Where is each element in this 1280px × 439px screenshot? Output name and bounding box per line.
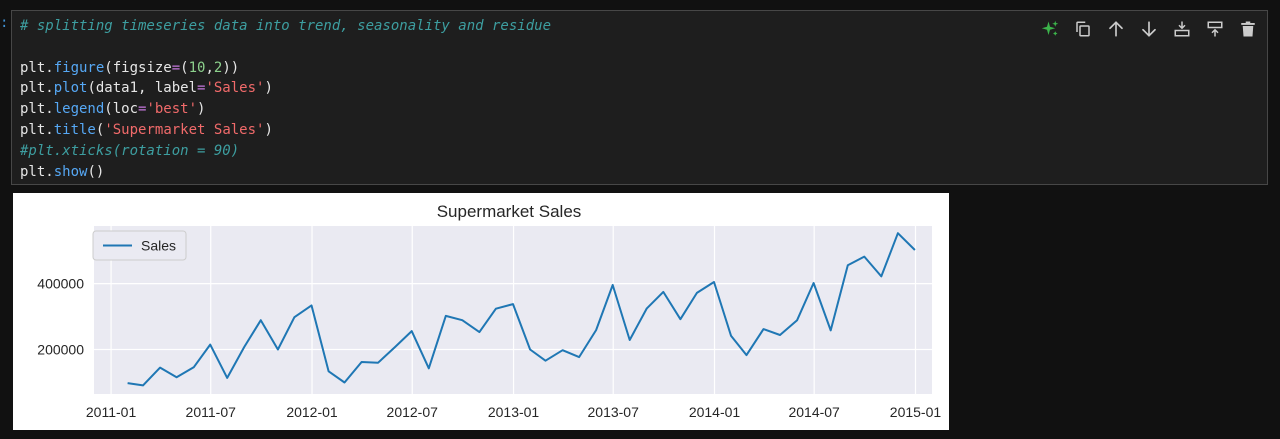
sparkle-icon <box>1041 20 1058 36</box>
x-tick-label: 2012-07 <box>387 404 439 420</box>
code-token: , <box>205 59 214 76</box>
code-token: plot <box>53 80 88 97</box>
code-token: = <box>197 80 206 97</box>
x-tick-label: 2011-07 <box>186 404 237 420</box>
code-editor[interactable]: # splitting timeseries data into trend, … <box>20 16 551 182</box>
code-token: (data1, label <box>87 80 198 97</box>
code-token: 2 <box>213 59 223 76</box>
arrow-down-icon <box>1141 20 1156 37</box>
code-token: )) <box>222 59 240 76</box>
cell-toolbar <box>1038 17 1259 40</box>
code-token: = <box>171 59 181 76</box>
code-token: legend <box>53 101 105 118</box>
chart-title: Supermarket Sales <box>437 202 582 221</box>
legend-label-sales: Sales <box>141 238 176 254</box>
code-line: #plt.xticks(rotation = 90) <box>20 141 551 162</box>
delete-cell-button[interactable] <box>1236 17 1259 40</box>
x-tick-label: 2015-01 <box>890 404 942 420</box>
code-token: plt. <box>20 80 54 97</box>
x-tick-label: 2013-07 <box>588 404 640 420</box>
y-tick-label: 400000 <box>37 276 84 292</box>
move-down-button[interactable] <box>1137 17 1160 40</box>
code-token: 'Supermarket Sales' <box>104 121 265 138</box>
code-line: # splitting timeseries data into trend, … <box>20 16 551 37</box>
x-tick-label: 2013-01 <box>488 404 540 420</box>
code-token: ) <box>197 101 206 118</box>
insert-above-button[interactable] <box>1170 17 1193 40</box>
x-tick-label: 2014-07 <box>788 404 840 420</box>
code-token: plt. <box>20 101 54 118</box>
move-up-button[interactable] <box>1104 17 1127 40</box>
code-token: = <box>138 101 147 118</box>
code-token: plt. <box>20 163 54 180</box>
copy-icon <box>1075 21 1090 36</box>
code-token: ( <box>95 121 105 138</box>
sales-chart: 2011-01 2011-07 2012-01 2012-07 2013-01 2013-… <box>13 193 949 430</box>
code-token: # splitting timeseries data into trend, … <box>20 18 552 34</box>
legend-box <box>92 230 187 261</box>
x-tick-label: 2012-01 <box>286 404 338 420</box>
code-token: 'best' <box>146 101 198 118</box>
generate-button[interactable] <box>1038 17 1061 40</box>
cell-prompt: : <box>0 15 9 31</box>
trash-icon <box>1240 21 1255 36</box>
insert-above-icon <box>1174 21 1189 36</box>
code-cell[interactable]: # splitting timeseries data into trend, … <box>11 10 1268 185</box>
code-token: #plt.xticks(rotation = 90) <box>20 142 240 159</box>
code-token: 'Sales' <box>205 80 265 97</box>
code-line: plt.figure(figsize=(10,2)) <box>20 58 551 79</box>
insert-below-button[interactable] <box>1203 17 1226 40</box>
code-token: figure <box>53 59 105 76</box>
code-token: (loc <box>104 101 139 118</box>
code-token: plt. <box>20 59 54 76</box>
x-tick-label: 2011-01 <box>86 404 137 420</box>
series-line-sales <box>127 232 916 387</box>
code-token: plt. <box>20 121 54 138</box>
code-line: plt.show() <box>20 162 551 183</box>
code-token: ( <box>180 59 189 76</box>
cell-output: 2011-01 2011-07 2012-01 2012-07 2013-01 2013-… <box>13 193 949 430</box>
code-token: (figsize <box>104 59 172 76</box>
code-line: plt.legend(loc='best') <box>20 99 551 120</box>
code-line: plt.plot(data1, label='Sales') <box>20 78 551 99</box>
duplicate-cell-button[interactable] <box>1071 17 1094 40</box>
code-token: 10 <box>188 59 206 76</box>
y-tick-label: 200000 <box>37 342 84 358</box>
code-line: plt.title('Supermarket Sales') <box>20 120 551 141</box>
code-line <box>20 37 551 58</box>
insert-below-icon <box>1207 21 1222 36</box>
code-token: () <box>87 163 105 180</box>
x-tick-label: 2014-01 <box>689 404 741 420</box>
code-token: title <box>53 121 96 138</box>
code-token: ) <box>264 121 273 138</box>
arrow-up-icon <box>1108 20 1123 37</box>
code-token: show <box>53 163 88 180</box>
code-token: ) <box>264 80 273 97</box>
